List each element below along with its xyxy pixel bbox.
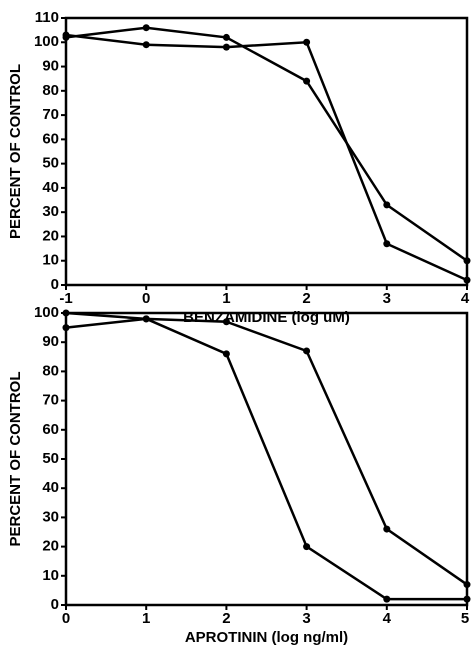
plot-frame: [64, 311, 469, 607]
y-tick-label: 10: [42, 567, 59, 584]
y-tick-label: 0: [51, 596, 59, 613]
y-tick-label: 80: [42, 82, 59, 99]
point: [222, 350, 230, 358]
point: [62, 31, 70, 39]
x-tick-label: 2: [302, 290, 310, 307]
point: [62, 324, 70, 332]
y-tick-label: 50: [42, 155, 59, 172]
y-tick-label: 80: [42, 362, 59, 379]
y-tick-label: 50: [42, 450, 59, 467]
y-tick-label: 100: [34, 304, 59, 321]
point: [222, 318, 230, 326]
y-tick-label: 90: [42, 333, 59, 350]
x-tick-label: 1: [142, 610, 150, 627]
series-line: [65, 33, 468, 282]
x-tick-label: -1: [59, 290, 72, 307]
series-line: [65, 311, 468, 586]
y-tick-label: 70: [42, 106, 59, 123]
x-tick-label: 0: [62, 610, 70, 627]
point: [142, 24, 150, 32]
point: [142, 41, 150, 49]
point: [383, 595, 391, 603]
plot-frame: [64, 16, 469, 287]
x-tick-label: 5: [461, 610, 469, 627]
x-tick-label: 4: [461, 290, 470, 307]
x-tick-label: 2: [222, 610, 230, 627]
y-tick-label: 30: [42, 508, 59, 525]
point: [222, 43, 230, 51]
point: [142, 315, 150, 323]
y-tick-label: 70: [42, 392, 59, 409]
point: [222, 33, 230, 41]
point: [383, 525, 391, 533]
series-line: [65, 317, 467, 601]
y-tick-label: 60: [42, 130, 59, 147]
x-axis-label: APROTININ (log ng/ml): [185, 629, 348, 646]
x-tick-label: 4: [383, 610, 392, 627]
x-tick-label: 3: [302, 610, 310, 627]
y-tick-label: 60: [42, 421, 59, 438]
point: [303, 77, 311, 85]
point: [383, 240, 391, 248]
point: [303, 38, 311, 46]
y-tick-label: 40: [42, 479, 59, 496]
point: [463, 257, 471, 265]
x-tick-label: 1: [222, 290, 230, 307]
y-tick-label: 30: [42, 203, 59, 220]
point: [303, 543, 311, 551]
point: [463, 276, 471, 284]
y-axis-label: PERCENT OF CONTROL: [7, 372, 24, 547]
y-tick-label: 0: [51, 276, 59, 293]
y-tick-label: 100: [34, 33, 59, 50]
point: [303, 347, 311, 355]
y-tick-label: 20: [42, 227, 59, 244]
point: [62, 309, 70, 317]
y-tick-label: 40: [42, 179, 59, 196]
y-tick-label: 20: [42, 538, 59, 555]
point: [463, 595, 471, 603]
point: [383, 201, 391, 209]
x-tick-label: 3: [383, 290, 391, 307]
y-tick-label: 110: [35, 9, 59, 26]
x-tick-label: 0: [142, 290, 150, 307]
point: [463, 581, 471, 589]
x-axis-label: BENZAMIDINE (log uM): [183, 309, 350, 326]
y-tick-label: 90: [42, 58, 59, 75]
y-axis-label: PERCENT OF CONTROL: [7, 64, 24, 239]
series-line: [65, 26, 468, 262]
y-tick-label: 10: [42, 252, 59, 269]
